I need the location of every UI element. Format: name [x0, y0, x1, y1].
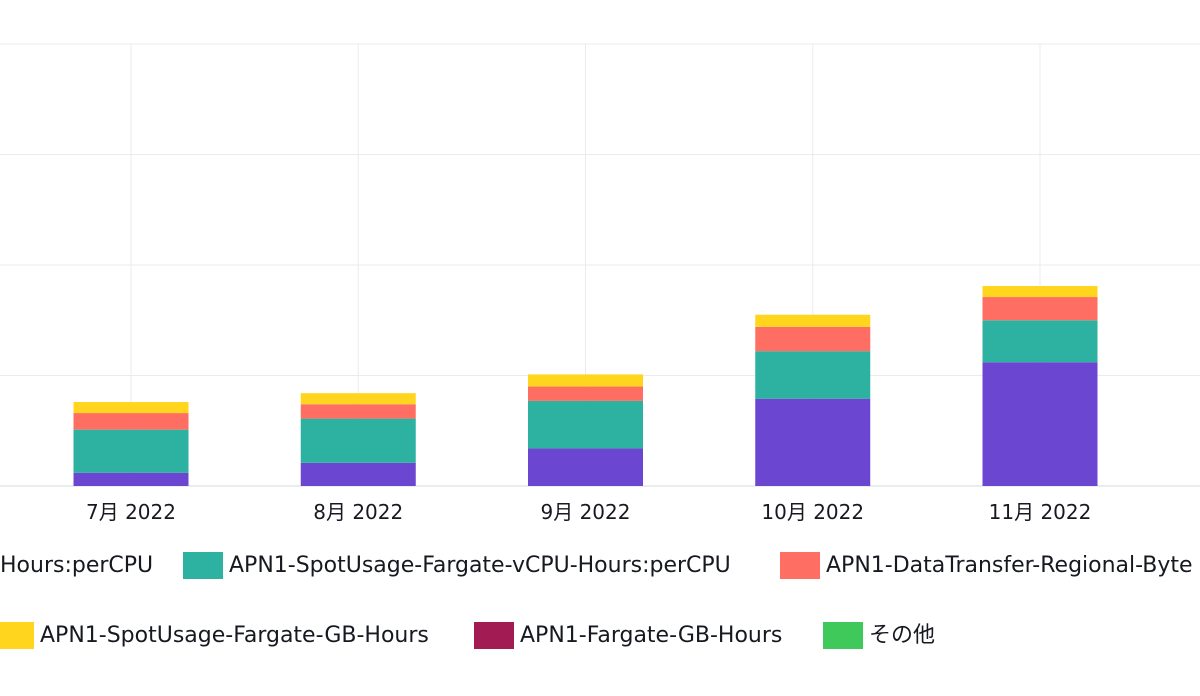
- legend-swatch: [823, 622, 863, 649]
- bar-segment[interactable]: [755, 398, 871, 486]
- bar-segment[interactable]: [528, 386, 643, 401]
- bar-segment[interactable]: [982, 320, 1098, 363]
- bar-segment[interactable]: [73, 413, 189, 430]
- legend-label: APN1-Fargate-GB-Hours: [520, 623, 783, 648]
- legend-label: APN1-SpotUsage-Fargate-GB-Hours: [40, 623, 429, 648]
- stacked-bar-chart: 7月 2022 8月 2022 9月 2022 10月 2022 11月 2022: [0, 43, 1200, 524]
- bar-segment[interactable]: [73, 429, 189, 473]
- bar-segment[interactable]: [982, 362, 1098, 486]
- legend-swatch: [0, 622, 34, 649]
- bar-segment[interactable]: [755, 314, 871, 327]
- x-axis-tick-labels: 7月 2022 8月 2022 9月 2022 10月 2022 11月 2022: [86, 500, 1091, 524]
- x-tick-label: 7月 2022: [86, 500, 176, 524]
- bar-segment[interactable]: [755, 326, 871, 352]
- legend-label: APN1-SpotUsage-Fargate-vCPU-Hours:perCPU: [229, 553, 731, 578]
- bar-segment[interactable]: [528, 448, 643, 486]
- x-tick-label: 10月 2022: [761, 500, 864, 524]
- x-tick-label: 8月 2022: [313, 500, 403, 524]
- legend-swatch: [183, 552, 223, 579]
- legend-swatch: [780, 552, 820, 579]
- bar-segment[interactable]: [528, 400, 643, 449]
- bar-segment[interactable]: [300, 404, 416, 419]
- bar-segment[interactable]: [528, 374, 643, 387]
- bar-segment[interactable]: [300, 418, 416, 463]
- bar-segment[interactable]: [73, 402, 189, 414]
- chart-bars: [73, 285, 1098, 486]
- bar-segment[interactable]: [982, 285, 1098, 298]
- x-tick-label: 11月 2022: [989, 500, 1092, 524]
- legend-label: APN1-DataTransfer-Regional-Byte: [826, 553, 1193, 578]
- legend-label: Hours:perCPU: [0, 553, 154, 578]
- bar-segment[interactable]: [73, 472, 189, 486]
- bar-segment[interactable]: [982, 297, 1098, 321]
- bar-segment[interactable]: [755, 351, 871, 399]
- x-tick-label: 9月 2022: [541, 500, 631, 524]
- legend-row-2: APN1-SpotUsage-Fargate-GB-Hours APN1-Far…: [0, 616, 1200, 656]
- legend-label: その他: [869, 623, 936, 648]
- bar-segment[interactable]: [300, 393, 416, 405]
- legend-row-1: Hours:perCPU APN1-SpotUsage-Fargate-vCPU…: [0, 546, 1200, 586]
- bar-segment[interactable]: [300, 462, 416, 486]
- legend-swatch: [474, 622, 514, 649]
